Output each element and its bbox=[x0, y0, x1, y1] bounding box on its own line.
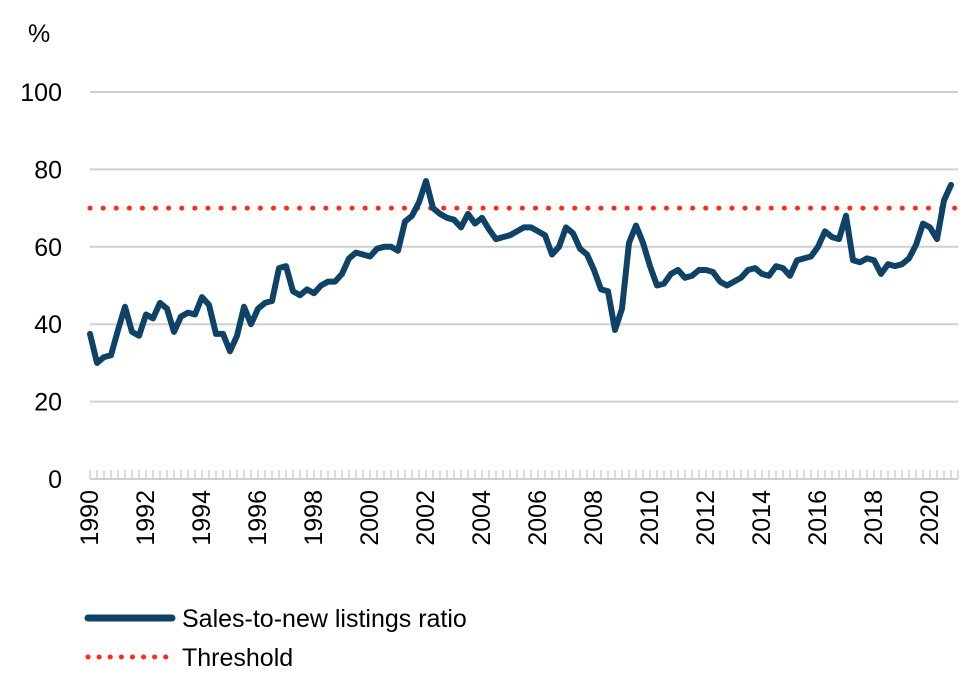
x-tick-label: 2018 bbox=[860, 490, 888, 546]
x-tick-label: 2008 bbox=[580, 490, 608, 546]
legend: Sales-to-new listings ratio Threshold bbox=[84, 605, 467, 672]
x-tick-label: 2014 bbox=[748, 490, 776, 546]
y-tick-label: 0 bbox=[48, 466, 62, 494]
x-tick-label: 1994 bbox=[188, 490, 216, 546]
x-tick-label: 2006 bbox=[524, 490, 552, 546]
y-tick-label: 80 bbox=[34, 156, 62, 184]
gridlines bbox=[90, 91, 958, 403]
x-tick-label: 2016 bbox=[804, 490, 832, 546]
x-tick-label: 2020 bbox=[916, 490, 944, 546]
x-axis-tick-labels: 1990 1992 1994 1996 1998 2000 2002 2004 2006 2008… bbox=[76, 490, 944, 546]
legend-label-ratio: Sales-to-new listings ratio bbox=[182, 605, 467, 633]
x-tick-label: 1998 bbox=[300, 490, 328, 546]
x-tick-label: 2002 bbox=[412, 490, 440, 546]
y-tick-label: 60 bbox=[34, 234, 62, 262]
y-axis-tick-labels: 0 20 40 60 80 100 bbox=[20, 79, 62, 494]
x-tick-label: 1990 bbox=[76, 490, 104, 546]
legend-item-ratio: Sales-to-new listings ratio bbox=[84, 605, 467, 633]
x-tick-label: 1992 bbox=[132, 490, 160, 546]
x-tick-label: 1996 bbox=[244, 490, 272, 546]
x-tick-label: 2012 bbox=[692, 490, 720, 546]
y-tick-label: 100 bbox=[20, 79, 62, 107]
y-tick-label: 20 bbox=[34, 389, 62, 417]
x-tick-label: 2010 bbox=[636, 490, 664, 546]
y-axis-unit-label: % bbox=[28, 20, 50, 48]
x-axis bbox=[89, 470, 959, 480]
x-tick-label: 2000 bbox=[356, 490, 384, 546]
y-tick-label: 40 bbox=[34, 311, 62, 339]
x-tick-label: 2004 bbox=[468, 490, 496, 546]
legend-item-threshold: Threshold bbox=[85, 644, 293, 672]
legend-label-threshold: Threshold bbox=[182, 644, 293, 672]
ratio-series-line bbox=[87, 178, 954, 366]
ratio-series-path bbox=[87, 178, 954, 366]
